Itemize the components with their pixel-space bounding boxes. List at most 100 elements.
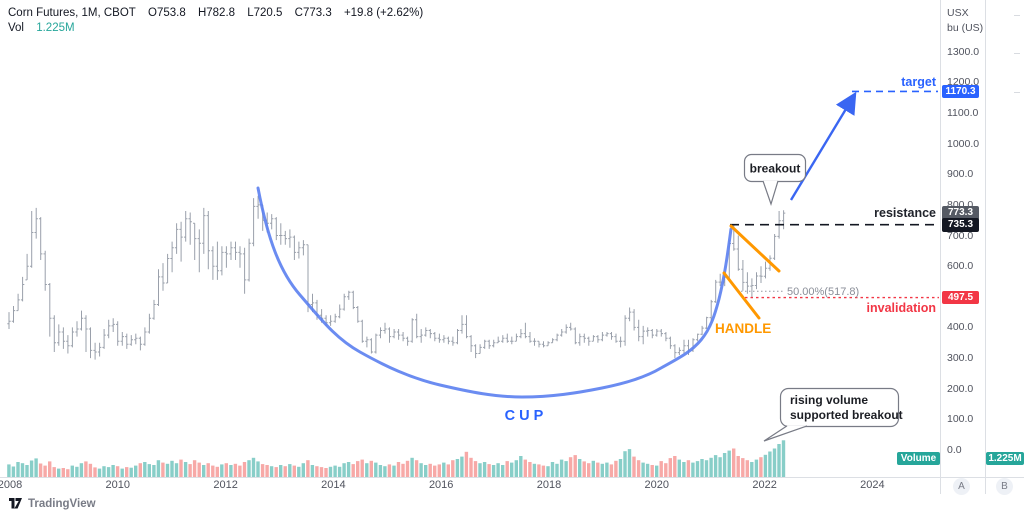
volume-bar — [605, 462, 609, 477]
year-tick-label: 2024 — [860, 479, 885, 491]
symbol-title[interactable]: Corn Futures, 1M, CBOT — [8, 7, 136, 19]
volume-bar — [718, 457, 722, 477]
volume-callout[interactable]: rising volume supported breakout — [763, 387, 903, 442]
volume-bar — [664, 463, 668, 477]
volume-bar — [623, 451, 627, 477]
scale-tick — [1014, 92, 1020, 93]
volume-bar — [161, 462, 165, 477]
volume-bar — [677, 459, 681, 477]
volume-bar — [519, 456, 523, 477]
volume-bar — [152, 465, 156, 477]
volume-bar — [260, 464, 265, 477]
year-tick-label: 2014 — [321, 479, 346, 491]
target-arrow[interactable] — [789, 91, 857, 201]
invalidation-label[interactable]: invalidation — [867, 301, 936, 315]
volume-bar — [147, 464, 151, 477]
scale-a-button[interactable]: A — [953, 478, 970, 495]
volume-bar — [659, 461, 663, 477]
volume-bar — [668, 458, 672, 477]
volume-bar — [319, 467, 324, 477]
volume-bar — [414, 460, 419, 477]
volume-bar — [188, 464, 192, 477]
volume-bar — [11, 466, 16, 477]
volume-bar — [38, 463, 43, 477]
volume-bar — [88, 463, 93, 477]
volume-bar — [220, 464, 224, 477]
target-label[interactable]: target — [901, 75, 937, 89]
ohlc-low: L720.5 — [247, 7, 283, 19]
volume-bar — [342, 463, 346, 477]
volume-bar — [437, 464, 441, 477]
volume-bar — [564, 461, 568, 477]
price-tick-label: 700.0 — [947, 229, 974, 242]
volume-bar — [143, 462, 147, 477]
volume-bar — [700, 459, 704, 477]
volume-bar — [387, 464, 392, 477]
volume-bar — [238, 465, 242, 477]
handle-label[interactable]: HANDLE — [715, 321, 771, 336]
volume-bar — [614, 460, 618, 477]
price-tick-label: 900.0 — [947, 168, 974, 181]
scale-b-button[interactable]: B — [996, 478, 1013, 495]
volume-bar — [491, 465, 496, 477]
volume-bar — [84, 461, 88, 477]
volume-bar — [523, 459, 527, 477]
footer-bar: TradingView — [0, 494, 1024, 514]
volume-bar — [686, 460, 691, 477]
cup-label[interactable]: C U P — [505, 408, 544, 424]
volume-bar — [627, 449, 632, 477]
price-scale[interactable]: USX bu (US) 0.0100.0200.0300.0400.0500.0… — [941, 0, 985, 477]
volume-bar — [487, 464, 491, 477]
price-tick-label: 1300.0 — [947, 45, 980, 58]
handle-upper-trendline[interactable] — [729, 224, 781, 273]
breakout-callout[interactable]: breakout — [743, 153, 807, 206]
resistance-label[interactable]: resistance — [874, 206, 936, 220]
volume-bar — [596, 462, 600, 477]
vol-value: 1.225M — [36, 22, 75, 34]
volume-bar — [600, 463, 604, 477]
volume-bar — [568, 457, 573, 477]
volume-bar — [763, 454, 768, 477]
volume-bar — [192, 460, 197, 477]
volume-bar — [170, 460, 174, 477]
handle-lower-trendline[interactable] — [722, 271, 761, 320]
symbol-legend[interactable]: Corn Futures, 1M, CBOT O753.8 H782.8 L72… — [8, 6, 432, 36]
price-tick-label: 200.0 — [947, 382, 974, 395]
time-scale[interactable]: 2008 2010 2012 2014 2016 2018 2020 2022 2024 — [0, 478, 1024, 494]
volume-bar — [473, 461, 478, 477]
volume-bar — [20, 463, 25, 477]
volume-bar — [102, 466, 106, 477]
volume-bar — [609, 464, 614, 477]
volume-bar — [134, 465, 138, 477]
volume-bar — [460, 456, 464, 477]
volume-bar — [451, 460, 455, 477]
price-scale-border — [940, 0, 941, 494]
volume-bar — [306, 460, 310, 477]
volume-bar — [532, 463, 537, 477]
volume-bar — [650, 465, 654, 477]
volume-bar — [505, 461, 509, 477]
target-price-badge: 1170.3 — [942, 84, 979, 99]
volume-bar — [211, 465, 215, 477]
volume-indicator-badge[interactable]: Volume — [897, 452, 940, 465]
volume-bar — [279, 465, 283, 477]
volume-bar — [269, 466, 274, 477]
price-tick-label: 300.0 — [947, 352, 974, 365]
volume-bar — [129, 467, 133, 477]
year-tick-label: 2012 — [213, 479, 238, 491]
volume-bar — [781, 440, 786, 478]
volume-bar — [247, 460, 251, 477]
price-tick-label: 0.0 — [947, 444, 962, 456]
volume-bar — [727, 450, 731, 477]
volume-bar — [97, 468, 102, 477]
year-tick-label: 2010 — [105, 479, 131, 491]
fib-level-label[interactable]: 50.00%(517.8) — [787, 286, 859, 298]
secondary-scale[interactable] — [986, 0, 1024, 477]
cup-curve-drawing[interactable] — [256, 186, 733, 399]
year-tick-label: 2018 — [536, 479, 562, 491]
tradingview-logo-link[interactable]: TradingView — [8, 497, 96, 510]
volume-bar — [673, 456, 677, 477]
volume-bar — [315, 466, 319, 477]
